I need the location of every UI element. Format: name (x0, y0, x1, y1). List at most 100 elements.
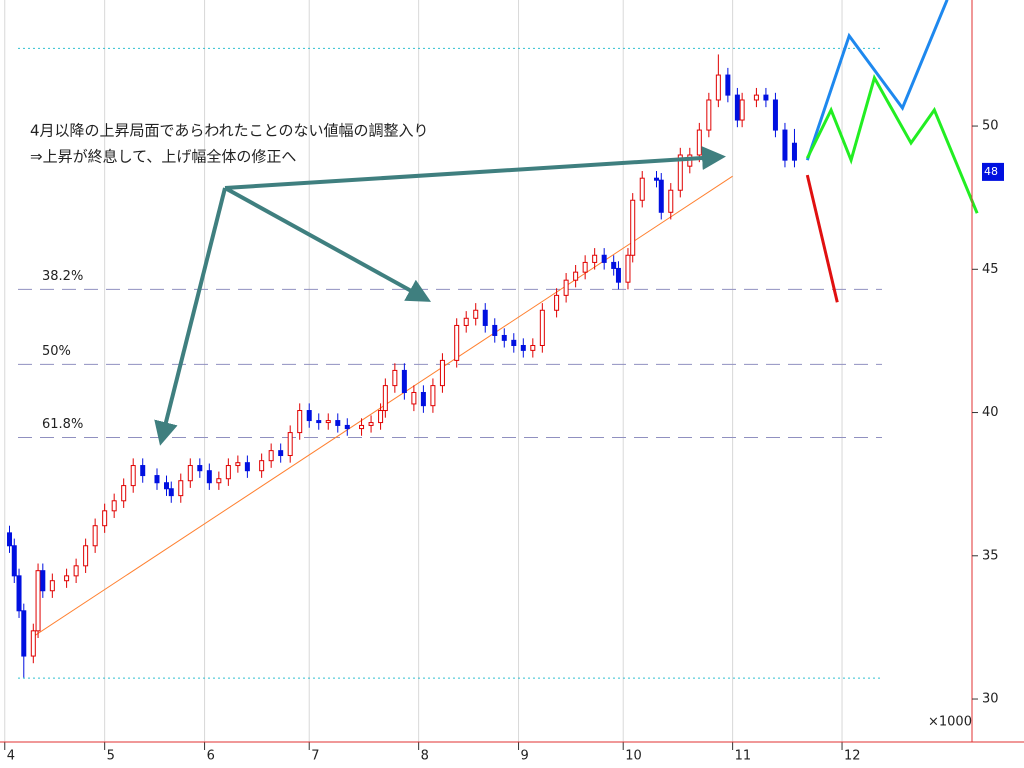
candle-body (725, 74, 731, 96)
candle-body (30, 630, 36, 657)
candle-body (420, 391, 426, 407)
x-tick-label: 7 (311, 749, 319, 764)
candle-body (197, 465, 203, 472)
candle-body (763, 94, 769, 101)
candle-body (7, 532, 13, 547)
candle-body (696, 129, 702, 156)
candle-body (49, 580, 55, 592)
candle-body (592, 254, 598, 263)
candle-body (235, 462, 241, 467)
x-tick-label: 12 (844, 749, 861, 764)
candle-body (501, 334, 507, 341)
unit-label: ×1000 (928, 715, 972, 730)
candle-body (206, 470, 212, 484)
forecast-line (805, 174, 839, 303)
candle-body (573, 271, 579, 281)
candle-body (368, 422, 374, 426)
candle-body (615, 267, 621, 283)
candle-body (706, 99, 712, 131)
candle-body (382, 385, 388, 412)
annotation: 4月以降の上昇局面であらわれたことのない値幅の調整入り (30, 122, 429, 140)
x-tick-label: 4 (7, 749, 15, 764)
y-tick-label: 35 (982, 548, 999, 563)
candle-body (639, 177, 645, 201)
candle-body (130, 465, 136, 487)
candle-body (244, 462, 250, 472)
candle-body (554, 294, 560, 311)
candle-body (439, 359, 445, 387)
candle-body (753, 94, 759, 101)
candle-body (259, 460, 265, 472)
forecast-line (805, 0, 949, 161)
last-price-label: 48 (984, 165, 998, 178)
candle-body (325, 420, 331, 424)
candle-body (168, 488, 174, 497)
arrow (224, 186, 432, 302)
x-tick-label: 11 (735, 749, 752, 764)
candle-body (121, 485, 127, 502)
candle-body (392, 369, 398, 387)
candle-body (668, 189, 674, 213)
candle-body (563, 279, 569, 296)
candle-body (630, 199, 636, 256)
forecast-line (805, 74, 979, 214)
candle-body (102, 510, 108, 527)
candle-body (359, 424, 365, 430)
candle-body (64, 575, 70, 582)
trendline (32, 175, 733, 638)
candle-body (677, 154, 683, 191)
y-tick-label: 40 (982, 405, 999, 420)
fib-label: 38.2% (42, 269, 83, 284)
candle-body (411, 391, 417, 405)
forecast-lines (805, 0, 979, 303)
candle-body (83, 545, 89, 567)
x-tick-label: 9 (521, 749, 529, 764)
y-tick-label: 50 (982, 119, 999, 134)
x-tick-label: 6 (207, 749, 215, 764)
candle-body (316, 420, 322, 424)
candle-body (625, 254, 631, 283)
candles (7, 54, 797, 678)
candle-body (216, 478, 222, 484)
candle-body (734, 94, 740, 121)
candle-body (454, 324, 460, 361)
candle-body (520, 345, 526, 351)
y-tick-label: 30 (982, 692, 999, 707)
candle-body (40, 570, 46, 592)
x-tick-label: 5 (107, 749, 115, 764)
candle-body (463, 317, 469, 326)
fib-label: 50% (42, 344, 71, 359)
candle-body (187, 465, 193, 482)
candle-body (140, 465, 146, 477)
fib-label: 61.8% (42, 417, 83, 432)
candle-body (658, 179, 664, 213)
candle-body (791, 142, 797, 161)
candle-body (430, 385, 436, 407)
candle-body (782, 129, 788, 161)
x-tick-label: 8 (421, 749, 429, 764)
candle-body (492, 324, 498, 336)
candle-body (111, 500, 117, 512)
candle-body (482, 309, 488, 326)
x-tick-label: 10 (625, 749, 642, 764)
candle-body (611, 261, 617, 269)
candle-body (278, 450, 284, 457)
candle-body (297, 410, 303, 434)
candle-body (335, 420, 341, 426)
candle-body (73, 565, 79, 577)
candle-body (739, 99, 745, 121)
candle-body (92, 525, 98, 547)
candle-body (21, 610, 27, 657)
candle-body (401, 369, 407, 393)
candle-body (539, 309, 545, 347)
candle-body (268, 450, 274, 462)
candle-body (654, 177, 660, 181)
grid (4, 0, 843, 750)
arrow (224, 146, 726, 190)
candle-body (601, 254, 607, 263)
candle-body (154, 475, 160, 484)
candle-body (178, 480, 184, 497)
y-tick-label: 45 (982, 262, 999, 277)
candle-body (306, 410, 312, 422)
arrow (154, 187, 227, 446)
